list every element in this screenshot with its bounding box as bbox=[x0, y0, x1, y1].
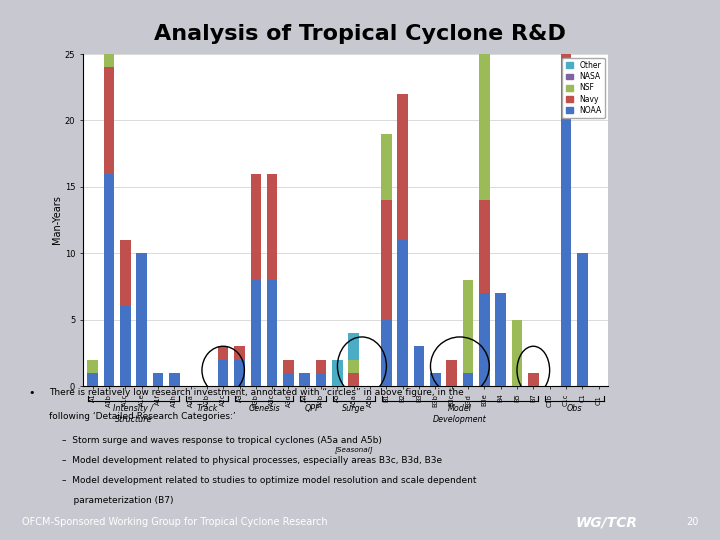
Text: –  Storm surge and waves response to tropical cyclones (A5a and A5b): – Storm surge and waves response to trop… bbox=[62, 436, 382, 445]
Text: OFCM-Sponsored Working Group for Tropical Cyclone Research: OFCM-Sponsored Working Group for Tropica… bbox=[22, 517, 327, 528]
Bar bbox=[87, 360, 98, 373]
Bar bbox=[479, 293, 490, 386]
Y-axis label: Man-Years: Man-Years bbox=[52, 195, 62, 245]
Bar bbox=[414, 346, 424, 386]
Text: QPF: QPF bbox=[305, 404, 321, 414]
Text: Analysis of Tropical Cyclone R&D: Analysis of Tropical Cyclone R&D bbox=[154, 24, 566, 44]
Bar bbox=[381, 320, 392, 386]
Bar bbox=[234, 346, 245, 360]
Bar bbox=[348, 373, 359, 386]
Bar bbox=[561, 120, 571, 386]
Bar bbox=[104, 173, 114, 386]
Bar bbox=[283, 373, 294, 386]
Bar bbox=[87, 373, 98, 386]
Text: –  Model development related to studies to optimize model resolution and scale d: – Model development related to studies t… bbox=[62, 476, 477, 485]
Text: Obs: Obs bbox=[567, 404, 582, 414]
Bar bbox=[446, 360, 457, 386]
Bar bbox=[234, 360, 245, 386]
Bar bbox=[283, 360, 294, 373]
Bar bbox=[561, 0, 571, 120]
Bar bbox=[430, 373, 441, 386]
Bar bbox=[479, 200, 490, 293]
Text: •: • bbox=[28, 388, 35, 398]
Legend: Other, NASA, NSF, Navy, NOAA: Other, NASA, NSF, Navy, NOAA bbox=[562, 58, 605, 118]
Text: There is relatively low research investment, annotated with “circles” in above f: There is relatively low research investm… bbox=[49, 388, 464, 397]
Text: Track: Track bbox=[196, 404, 217, 414]
Bar bbox=[218, 346, 228, 360]
Bar bbox=[528, 373, 539, 386]
Text: following ‘Detailed Research Categories:’: following ‘Detailed Research Categories:… bbox=[49, 412, 235, 421]
Bar bbox=[218, 360, 228, 386]
Bar bbox=[136, 253, 147, 386]
Bar bbox=[381, 134, 392, 200]
Bar bbox=[577, 253, 588, 386]
Bar bbox=[267, 280, 277, 386]
Bar bbox=[169, 373, 179, 386]
Bar bbox=[479, 0, 490, 54]
Bar bbox=[479, 54, 490, 200]
Text: –  Model development related to physical processes, especially areas B3c, B3d, B: – Model development related to physical … bbox=[62, 456, 442, 465]
Bar bbox=[463, 280, 473, 373]
Bar bbox=[397, 240, 408, 386]
Bar bbox=[512, 320, 522, 386]
Bar bbox=[332, 360, 343, 386]
Bar bbox=[120, 306, 130, 386]
Bar bbox=[348, 333, 359, 360]
Bar bbox=[463, 373, 473, 386]
Text: Surge: Surge bbox=[342, 404, 366, 414]
Bar bbox=[316, 360, 326, 373]
Bar bbox=[495, 293, 506, 386]
Text: WG/TCR: WG/TCR bbox=[576, 516, 638, 529]
Bar bbox=[316, 373, 326, 386]
Text: Model
Development: Model Development bbox=[433, 404, 487, 424]
Bar bbox=[251, 173, 261, 280]
Bar bbox=[300, 373, 310, 386]
Bar bbox=[397, 94, 408, 240]
Bar bbox=[381, 200, 392, 320]
Text: [Seasonal]: [Seasonal] bbox=[335, 447, 373, 454]
Bar bbox=[104, 68, 114, 173]
Text: parameterization (B7): parameterization (B7) bbox=[62, 496, 174, 505]
Text: Intensity /
Structure: Intensity / Structure bbox=[113, 404, 153, 424]
Bar bbox=[348, 360, 359, 373]
Text: 20: 20 bbox=[686, 517, 698, 528]
Text: Genesis: Genesis bbox=[248, 404, 280, 414]
Bar bbox=[267, 173, 277, 280]
Bar bbox=[153, 373, 163, 386]
Bar bbox=[251, 280, 261, 386]
Bar bbox=[104, 0, 114, 68]
Bar bbox=[120, 240, 130, 306]
